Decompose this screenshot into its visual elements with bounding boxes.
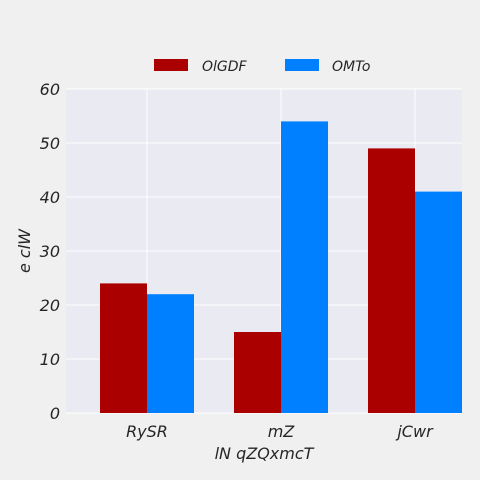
- legend-swatch-omto: [285, 59, 319, 71]
- y-tick-label: 20: [40, 296, 60, 315]
- bar-omto-rysr: [147, 294, 194, 413]
- bar-olgdf-rysr: [100, 283, 147, 413]
- y-axis-label: e clW: [15, 228, 34, 273]
- x-tick-label: mZ: [268, 422, 296, 441]
- y-tick-label: 30: [40, 242, 60, 261]
- legend-label-olgdf: OlGDF: [202, 59, 248, 75]
- y-tick-label: 10: [40, 350, 60, 369]
- y-tick-label: 0: [50, 404, 60, 423]
- bar-omto-jcwr: [415, 191, 462, 413]
- legend-label-omto: OMTo: [332, 59, 371, 75]
- y-tick-label: 40: [40, 188, 60, 207]
- y-tick-label: 60: [40, 80, 60, 99]
- x-tick-labels: RySR mZ jCwr: [126, 422, 434, 441]
- legend: OlGDF OMTo: [154, 59, 371, 75]
- x-tick-label: RySR: [126, 422, 168, 441]
- y-tick-label: 50: [40, 134, 60, 153]
- x-axis-label: lN qZQxmcT: [215, 444, 315, 463]
- x-tick-label: jCwr: [395, 422, 434, 441]
- legend-swatch-olgdf: [154, 59, 188, 71]
- bar-olgdf-jcwr: [368, 148, 415, 413]
- bar-omto-mz: [281, 121, 328, 414]
- bars: [100, 121, 462, 414]
- bar-olgdf-mz: [234, 332, 281, 413]
- y-tick-labels: 0 10 20 30 40 50 60: [40, 80, 60, 423]
